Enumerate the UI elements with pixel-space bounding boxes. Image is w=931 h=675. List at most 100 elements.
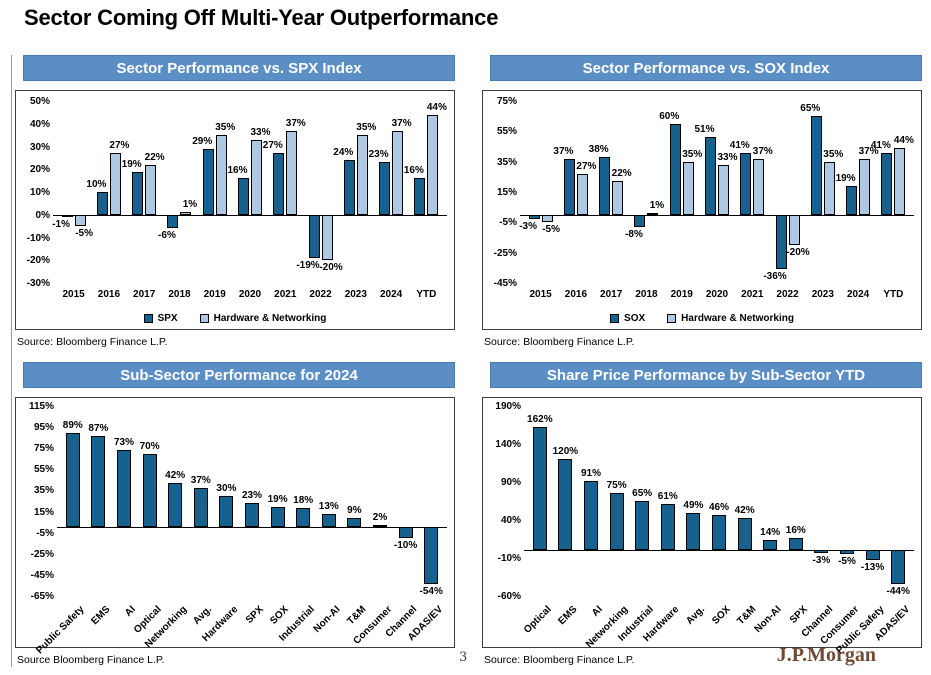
y-tick-label: 55% <box>33 464 54 476</box>
x-axis-label-text: SPX <box>787 604 810 626</box>
bar-value-label: 10% <box>86 179 107 190</box>
bar-value-label: -10% <box>393 539 418 551</box>
x-axis-label-text: Non-AI <box>753 604 784 635</box>
x-axis-label: 2021 <box>274 289 297 300</box>
bar <box>145 164 157 215</box>
bar <box>65 433 80 528</box>
y-tick-label: -45% <box>493 278 517 289</box>
y-tick-label: -10% <box>497 553 521 564</box>
x-axis-label: 2015 <box>529 289 552 300</box>
bar <box>251 139 262 215</box>
bar <box>775 214 787 270</box>
chart-title-bar: Sector Performance vs. SOX Index <box>490 55 922 81</box>
bar <box>718 164 729 215</box>
bar <box>788 538 803 551</box>
bar-value-label: 35% <box>823 148 844 160</box>
y-tick-label: 40% <box>29 118 50 130</box>
bar <box>245 503 259 528</box>
legend-item: Hardware & Networking <box>667 313 794 324</box>
bar-value-label: 35% <box>356 122 377 134</box>
bar <box>109 153 121 215</box>
bar <box>238 178 249 215</box>
bar <box>91 435 106 528</box>
bar-value-label: 27% <box>262 140 283 152</box>
chart-plot-subsector-2024: 115% 95% 75% 55% 35% 15% -5% -25% -45% -65% 89% 87%… <box>15 397 455 656</box>
bar-value-label: 60% <box>659 110 680 122</box>
bar <box>286 130 298 215</box>
bar <box>528 214 540 220</box>
y-tick-label: 20% <box>29 164 50 176</box>
legend-label: SOX <box>624 313 646 324</box>
bar-value-label: 87% <box>88 422 109 434</box>
y-tick-label: 35% <box>496 156 517 168</box>
bar <box>740 152 752 215</box>
y-tick-label: 55% <box>496 126 517 138</box>
jpmorgan-logo: J.P.Morgan <box>776 644 876 666</box>
x-axis-label-text: T&M <box>345 604 369 628</box>
x-axis-label-text: EMS <box>556 604 580 628</box>
bar <box>373 525 387 528</box>
bar <box>894 148 906 215</box>
bar-value-label: 37% <box>190 475 211 487</box>
bar-value-label: 120% <box>552 446 579 458</box>
bar-value-label: 22% <box>611 168 632 180</box>
bar <box>321 513 336 528</box>
page-number: 3 <box>459 650 468 665</box>
x-axis-label: 2020 <box>705 289 729 300</box>
x-axis-label-text: Optical <box>521 604 554 636</box>
bar-value-label: -5% <box>542 224 561 236</box>
y-tick-label: 50% <box>29 96 50 107</box>
x-axis-label-text: AI <box>122 604 138 619</box>
y-tick-label: -20% <box>26 255 50 267</box>
y-tick-label: 75% <box>33 443 54 455</box>
x-axis-label: 2022 <box>309 289 332 300</box>
bar-value-label: 27% <box>109 140 130 152</box>
bar-value-label: 37% <box>553 145 574 157</box>
legend: SOX Hardware & Networking <box>483 313 921 324</box>
bar <box>347 517 362 528</box>
chart-title-bar: Share Price Performance by Sub-Sector YT… <box>490 362 922 388</box>
bar-value-label: 65% <box>632 488 653 499</box>
bar-value-label: 44% <box>893 135 914 147</box>
bar <box>308 214 320 258</box>
bar-value-label: 16% <box>403 165 424 177</box>
bar-value-label: -5% <box>838 556 856 568</box>
bar-value-label: 13% <box>318 500 339 512</box>
bar-value-label: 37% <box>752 145 773 157</box>
chart-card-sox: Sector Performance vs. SOX Index 75% 55% 3… <box>482 55 922 348</box>
bar-value-label: 1% <box>182 199 198 211</box>
bar-value-label: 41% <box>729 139 750 151</box>
bar <box>788 214 800 246</box>
bar-value-label: 75% <box>606 480 627 492</box>
legend-item: SOX <box>610 313 645 324</box>
y-tick-label: 40% <box>500 515 521 526</box>
y-tick-label: 115% <box>28 401 54 412</box>
bar-value-label: 42% <box>165 470 186 482</box>
bar <box>634 214 646 227</box>
bar <box>647 213 659 216</box>
x-axis-label: 2017 <box>600 289 623 300</box>
bar-value-label: -3% <box>519 221 538 233</box>
bar <box>532 427 547 551</box>
legend-item: SPX <box>143 313 178 324</box>
x-axis-label: YTD <box>416 289 437 300</box>
bar <box>609 493 624 551</box>
bar-value-label: -1% <box>52 219 71 231</box>
y-tick-label: -10% <box>26 232 50 244</box>
bar <box>814 550 829 553</box>
bar-value-label: 23% <box>241 490 263 502</box>
bar-value-label: -20% <box>786 247 810 259</box>
bar-value-label: -3% <box>812 554 831 566</box>
x-axis-label: 2019 <box>670 289 693 300</box>
y-tick-label: -30% <box>26 278 50 289</box>
x-axis-label-text: AI <box>589 604 605 619</box>
bar <box>74 214 86 227</box>
bar <box>270 507 285 528</box>
bar <box>737 518 752 551</box>
bar <box>541 214 553 223</box>
bar-value-label: 19% <box>835 172 856 184</box>
bar-value-label: 23% <box>368 149 389 161</box>
bar <box>427 114 439 215</box>
bar-value-label: 1% <box>649 200 665 212</box>
x-axis-label-text: Public Safety <box>34 604 87 657</box>
